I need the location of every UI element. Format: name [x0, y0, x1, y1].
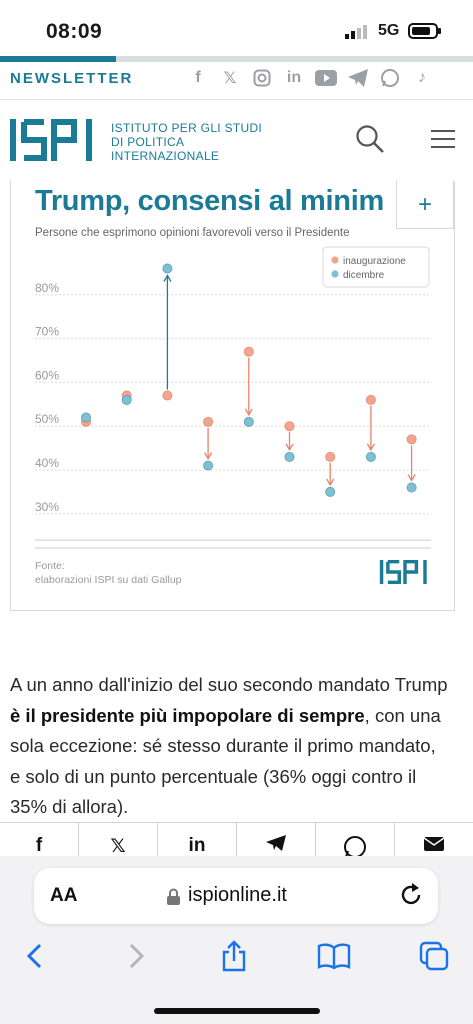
url-text[interactable]: ispionline.it — [188, 884, 287, 906]
status-bar: 08:09 5G — [0, 0, 473, 58]
share-linkedin-button[interactable]: in — [158, 823, 237, 858]
y-tick-label: 50% — [35, 412, 59, 426]
ispi-small-logo — [379, 560, 427, 584]
address-bar[interactable]: AA ispionline.it — [34, 868, 438, 924]
network-type: 5G — [378, 22, 400, 39]
point-dicembre — [121, 394, 132, 405]
share-x-button[interactable]: 𝕏 — [79, 823, 158, 858]
point-dicembre — [81, 412, 92, 423]
battery-icon — [408, 23, 441, 39]
chart-title: Trump, consensi al minim — [35, 185, 384, 217]
share-icon — [222, 940, 246, 972]
share-mail-button[interactable] — [395, 823, 473, 858]
point-inaugurazione — [406, 434, 417, 445]
x-icon[interactable]: 𝕏 — [223, 70, 237, 87]
logo-tagline: ISTITUTO PER GLI STUDI DI POLITICA INTER… — [111, 121, 263, 163]
expand-plus-button[interactable]: + — [396, 181, 454, 229]
cellular-signal-icon — [345, 25, 367, 39]
share-whatsapp-button[interactable] — [316, 823, 395, 858]
point-dicembre — [284, 451, 295, 462]
whatsapp-icon[interactable] — [378, 66, 402, 90]
point-dicembre — [203, 460, 214, 471]
tabs-icon — [419, 941, 449, 971]
reading-progress-fill — [0, 56, 116, 62]
point-inaugurazione — [284, 421, 295, 432]
mail-icon — [424, 837, 444, 851]
linkedin-icon[interactable]: in — [286, 69, 302, 86]
home-indicator — [154, 1008, 320, 1014]
change-arrowhead — [204, 452, 213, 460]
chart-card: Trump, consensi al minim Persone che esp… — [10, 181, 455, 611]
legend-swatch — [331, 270, 339, 278]
point-inaugurazione — [365, 394, 376, 405]
telegram-icon — [266, 835, 286, 851]
y-tick-label: 30% — [35, 500, 59, 514]
lock-icon — [167, 888, 180, 905]
change-arrowhead — [366, 443, 375, 452]
social-links: f 𝕏 in ♪ — [186, 66, 434, 90]
change-arrowhead — [326, 478, 335, 487]
chart-source: Fonte: elaborazioni ISPI su dati Gallup — [35, 560, 182, 586]
change-arrowhead — [163, 274, 172, 282]
share-bar: f 𝕏 in — [0, 822, 473, 858]
whatsapp-icon — [344, 836, 366, 858]
search-icon[interactable] — [355, 124, 385, 154]
point-dicembre — [406, 482, 417, 493]
article-paragraph: A un anno dall'inizio del suo secondo ma… — [10, 674, 448, 817]
chart-subtitle: Persone che esprimono opinioni favorevol… — [35, 227, 350, 239]
y-tick-label: 40% — [35, 456, 59, 470]
browser-chrome: AA ispionline.it — [0, 856, 473, 1024]
forward-button[interactable] — [117, 936, 157, 976]
approval-chart: 80%70%60%50%40%30%Clinton IClinton IIBus… — [35, 246, 431, 549]
point-dicembre — [325, 486, 336, 497]
change-arrowhead — [244, 408, 253, 417]
facebook-icon[interactable]: f — [195, 69, 201, 86]
back-button[interactable] — [14, 936, 54, 976]
book-icon — [317, 943, 351, 969]
change-arrowhead — [285, 443, 294, 452]
legend-box — [322, 246, 430, 288]
point-inaugurazione — [243, 346, 254, 357]
chevron-right-icon — [129, 943, 145, 969]
change-arrowhead — [407, 474, 416, 482]
text-size-button[interactable]: AA — [50, 885, 78, 906]
point-inaugurazione — [203, 416, 214, 427]
point-dicembre — [365, 451, 376, 462]
ispi-logo[interactable] — [10, 119, 98, 161]
newsletter-link[interactable]: NEWSLETTER — [10, 70, 134, 87]
share-facebook-button[interactable]: f — [0, 823, 79, 858]
legend-swatch — [331, 256, 339, 264]
reading-progress-bar — [0, 56, 473, 62]
tiktok-icon[interactable]: ♪ — [418, 69, 426, 86]
telegram-icon[interactable] — [346, 66, 370, 90]
bookmarks-button[interactable] — [314, 936, 354, 976]
legend-label: dicembre — [343, 270, 385, 281]
y-tick-label: 80% — [35, 281, 59, 295]
tabs-button[interactable] — [414, 936, 454, 976]
point-dicembre — [162, 263, 173, 274]
header-divider — [0, 99, 473, 100]
chevron-left-icon — [26, 943, 42, 969]
point-inaugurazione — [325, 451, 336, 462]
share-telegram-button[interactable] — [237, 823, 316, 858]
legend-label: inaugurazione — [343, 256, 406, 267]
y-tick-label: 70% — [35, 325, 59, 339]
status-time: 08:09 — [46, 20, 103, 43]
hamburger-menu-icon[interactable] — [431, 130, 455, 150]
point-dicembre — [243, 416, 254, 427]
share-button[interactable] — [214, 936, 254, 976]
y-tick-label: 60% — [35, 368, 59, 382]
youtube-icon[interactable] — [314, 66, 338, 90]
instagram-icon[interactable] — [250, 66, 274, 90]
reload-icon[interactable] — [398, 882, 424, 908]
point-inaugurazione — [162, 390, 173, 401]
browser-toolbar — [0, 936, 473, 976]
